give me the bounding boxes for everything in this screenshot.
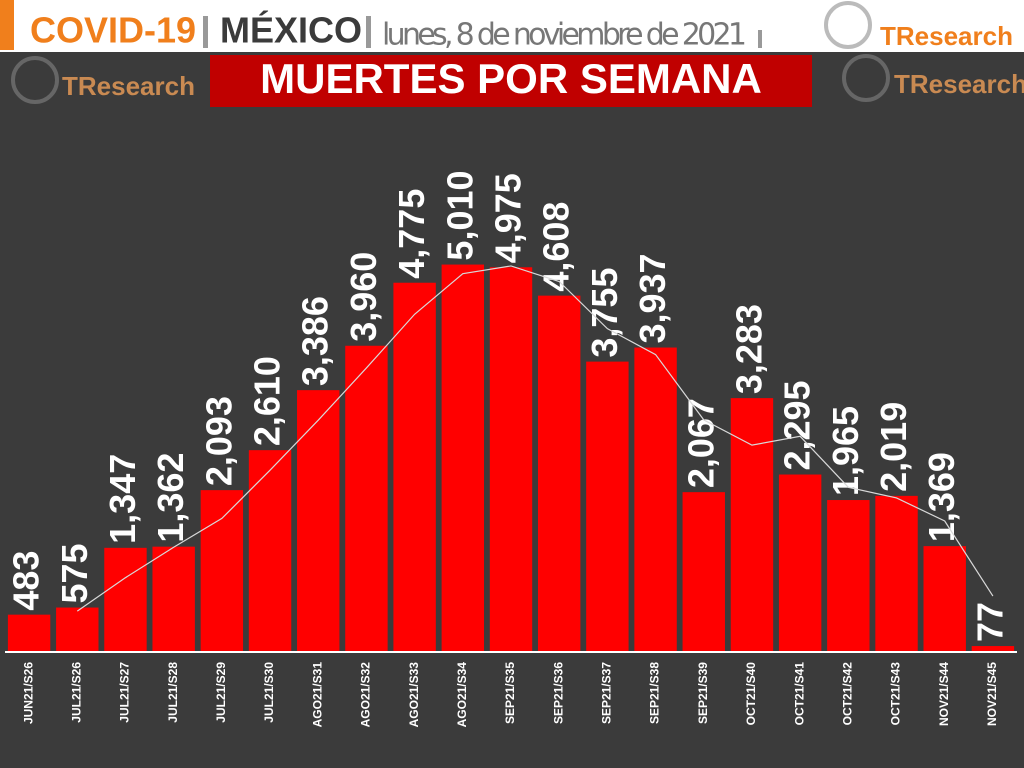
bar — [489, 267, 533, 652]
header-topic: COVID-19 — [30, 10, 196, 51]
value-label: 1,965 — [825, 406, 866, 496]
accent-stripe — [0, 0, 14, 50]
bar — [778, 474, 822, 652]
trend-line — [76, 265, 994, 612]
logo-text: TResearch — [894, 69, 1024, 99]
value-label: 2,019 — [873, 402, 914, 492]
x-tick-label: OCT21/S42 — [841, 662, 855, 726]
header-country: MÉXICO — [220, 10, 362, 51]
x-tick-label: OCT21/S43 — [889, 662, 903, 726]
value-label: 575 — [54, 543, 95, 603]
x-tick-label: OCT21/S40 — [744, 662, 758, 726]
value-label: 4,975 — [488, 173, 529, 263]
value-label: 3,960 — [343, 252, 384, 342]
x-tick-label: NOV21/S44 — [937, 662, 951, 726]
x-tick-label: SEP21/S39 — [696, 662, 710, 724]
x-tick-label: SEP21/S35 — [503, 662, 517, 724]
bar — [634, 347, 677, 652]
logo-icon — [824, 1, 872, 49]
bar — [730, 398, 774, 652]
value-label: 3,386 — [295, 296, 336, 386]
value-label: 5,010 — [439, 170, 480, 260]
value-label: 1,362 — [150, 453, 191, 543]
x-tick-label: AGO21/S33 — [407, 662, 421, 728]
bar — [875, 495, 918, 652]
bar — [7, 614, 51, 652]
logo-icon — [11, 56, 59, 104]
value-label: 1,347 — [102, 454, 143, 544]
x-tick-label: JUL21/S28 — [166, 662, 180, 723]
value-label: 483 — [6, 551, 47, 611]
x-tick-label: JUL21/S30 — [262, 662, 276, 723]
header-date: lunes, 8 de noviembre de 2021 — [382, 18, 747, 53]
bar — [441, 264, 485, 652]
x-tick-label: OCT21/S41 — [792, 662, 806, 726]
value-label: 2,067 — [680, 398, 721, 488]
x-tick-label: AGO21/S32 — [359, 662, 373, 728]
bar — [200, 490, 244, 652]
x-tick-label: JUL21/S26 — [69, 662, 83, 723]
chart-title: MUERTES POR SEMANA — [260, 55, 762, 102]
bar — [971, 646, 1015, 652]
logo-text: TResearch — [62, 71, 195, 101]
value-label: 4,775 — [391, 189, 432, 279]
value-label: 2,295 — [777, 380, 818, 470]
separator — [758, 30, 762, 48]
bar — [104, 547, 147, 652]
bar — [248, 450, 292, 652]
bar — [586, 361, 629, 652]
bar — [827, 500, 870, 652]
bar — [56, 607, 99, 652]
value-label: 2,093 — [198, 396, 239, 486]
x-tick-label: SEP21/S37 — [600, 662, 614, 724]
x-tick-label: AGO21/S31 — [310, 662, 324, 728]
bar — [682, 492, 725, 652]
x-tick-label: NOV21/S45 — [985, 662, 999, 726]
logo-icon — [842, 54, 890, 102]
value-label: 4,608 — [536, 202, 577, 292]
x-tick-label: AGO21/S34 — [455, 662, 469, 728]
bar — [152, 546, 195, 652]
logo-text: TResearch — [880, 21, 1013, 51]
x-tick-label: JUL21/S29 — [214, 662, 228, 723]
bar — [297, 390, 340, 652]
x-tick-label: JUL21/S27 — [118, 662, 132, 723]
value-label: 2,610 — [247, 356, 288, 446]
bar — [393, 282, 436, 652]
x-tick-label: SEP21/S38 — [648, 662, 662, 724]
x-tick-label: JUN21/S26 — [21, 662, 35, 724]
x-tick-label: SEP21/S36 — [551, 662, 565, 724]
title-box — [210, 55, 812, 107]
value-label: 1,369 — [921, 452, 962, 542]
separator — [366, 16, 371, 48]
value-label: 3,283 — [728, 304, 769, 394]
value-label: 77 — [969, 602, 1010, 642]
bar — [345, 345, 388, 652]
value-label: 3,755 — [584, 268, 625, 358]
separator — [203, 16, 208, 48]
bar — [923, 546, 966, 652]
value-label: 3,937 — [632, 253, 673, 343]
bar — [537, 295, 581, 652]
